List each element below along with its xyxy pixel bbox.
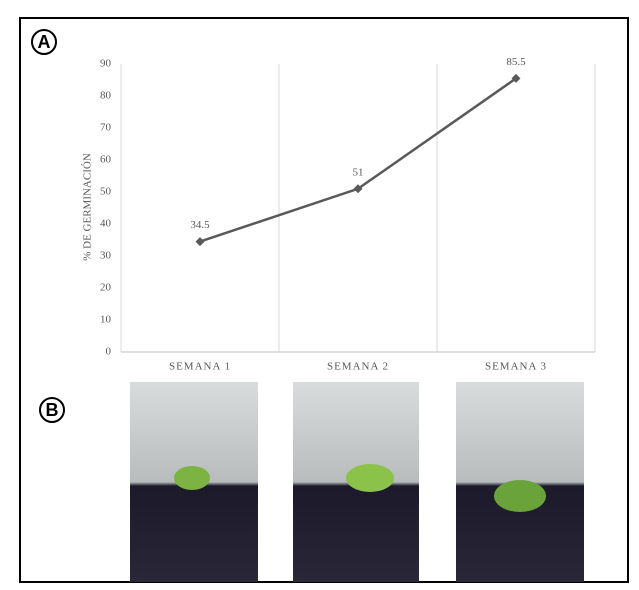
panel-badge xyxy=(39,397,65,423)
y-tick-label: 80 xyxy=(100,90,112,102)
data-label: 51 xyxy=(353,166,364,178)
y-tick-label: 40 xyxy=(100,218,112,230)
marker xyxy=(353,184,363,194)
marker xyxy=(195,237,205,247)
panel-label: A xyxy=(38,32,51,52)
y-tick-label: 50 xyxy=(100,186,112,198)
sprout xyxy=(346,464,394,492)
sprout xyxy=(494,480,546,512)
sprout xyxy=(174,466,210,490)
marker xyxy=(511,73,521,83)
line xyxy=(199,77,517,243)
y-axis-label: % DE GERMINACIÓN xyxy=(82,153,94,261)
y-tick-label: 60 xyxy=(100,154,112,166)
x-tick-label: SEMANA 3 xyxy=(485,361,547,373)
data-label: 34.5 xyxy=(190,219,210,231)
photos xyxy=(130,382,584,582)
x-tick-label: SEMANA 2 xyxy=(327,361,389,373)
panel-label: B xyxy=(46,400,59,420)
y-tick-label: 30 xyxy=(100,250,112,262)
y-tick-label: 90 xyxy=(100,58,112,70)
panel-badge xyxy=(31,29,57,55)
data-label: 85.5 xyxy=(506,56,526,68)
y-tick-label: 20 xyxy=(100,282,112,294)
y-tick-label: 0 xyxy=(106,346,112,358)
y-tick-label: 70 xyxy=(100,122,112,134)
y-tick-label: 10 xyxy=(100,314,112,326)
x-tick-label: SEMANA 1 xyxy=(169,361,231,373)
